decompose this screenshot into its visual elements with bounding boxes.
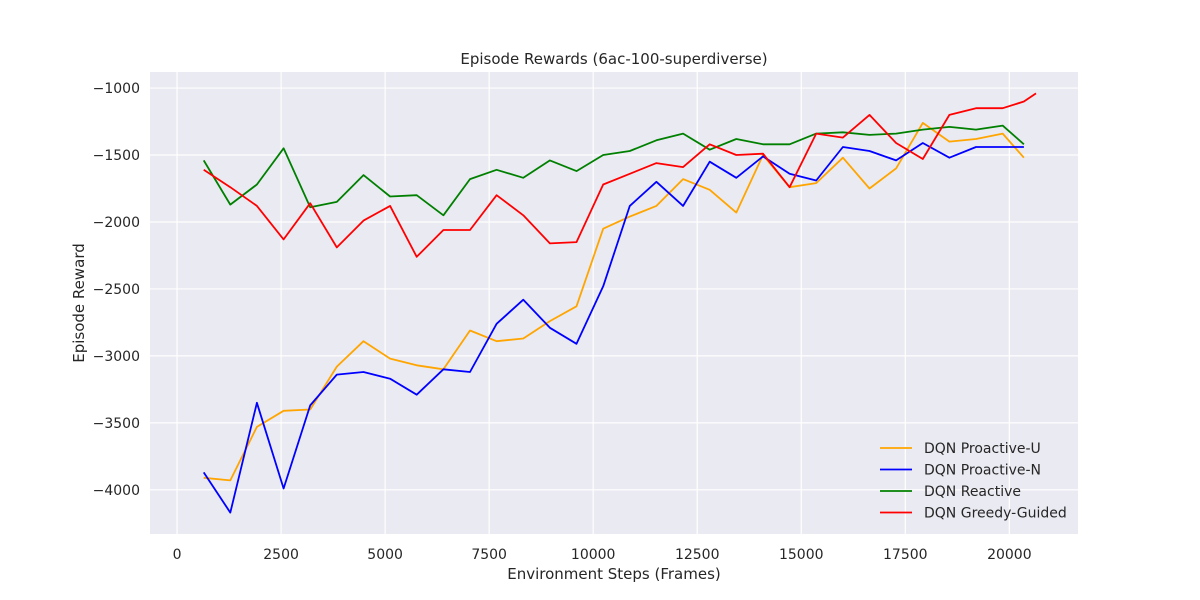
ticks: 0 2500 5000 7500 10000 12500 15000 17500 20000 −4… — [93, 81, 1032, 563]
x-tick-label: 15000 — [779, 547, 824, 563]
x-tick-label: 0 — [173, 547, 182, 563]
series-line-2 — [202, 142, 1024, 514]
x-tick-label: 7500 — [471, 547, 507, 563]
series-line-1 — [203, 122, 1025, 482]
legend: DQN Proactive-U DQN Proactive-N DQN Reacti… — [880, 441, 1067, 522]
series-line-3 — [202, 124, 1025, 217]
legend-label: DQN Proactive-U — [924, 441, 1041, 457]
y-tick-label: −3500 — [93, 416, 140, 432]
x-tick-label: 5000 — [367, 547, 403, 563]
y-tick-label: −1000 — [93, 81, 140, 97]
x-tick-label: 10000 — [571, 547, 616, 563]
legend-label: DQN Greedy-Guided — [924, 506, 1067, 522]
chart-title: Episode Rewards (6ac-100-superdiverse) — [460, 50, 767, 68]
legend-label: DQN Reactive — [924, 484, 1021, 500]
x-tick-label: 20000 — [987, 547, 1032, 563]
x-axis-label: Environment Steps (Frames) — [507, 565, 721, 583]
y-tick-label: −2000 — [93, 215, 140, 231]
legend-label: DQN Proactive-N — [924, 463, 1041, 479]
x-tick-label: 2500 — [263, 547, 299, 563]
y-tick-label: −1500 — [93, 148, 140, 164]
x-tick-label: 17500 — [883, 547, 928, 563]
x-tick-label: 12500 — [675, 547, 720, 563]
plot-background — [150, 72, 1078, 534]
y-axis-label: Episode Reward — [70, 243, 88, 363]
series-layer — [202, 92, 1037, 514]
series-line-4 — [203, 92, 1037, 258]
y-tick-label: −3000 — [93, 349, 140, 365]
y-tick-label: −2500 — [93, 282, 140, 298]
y-tick-label: −4000 — [93, 483, 140, 499]
